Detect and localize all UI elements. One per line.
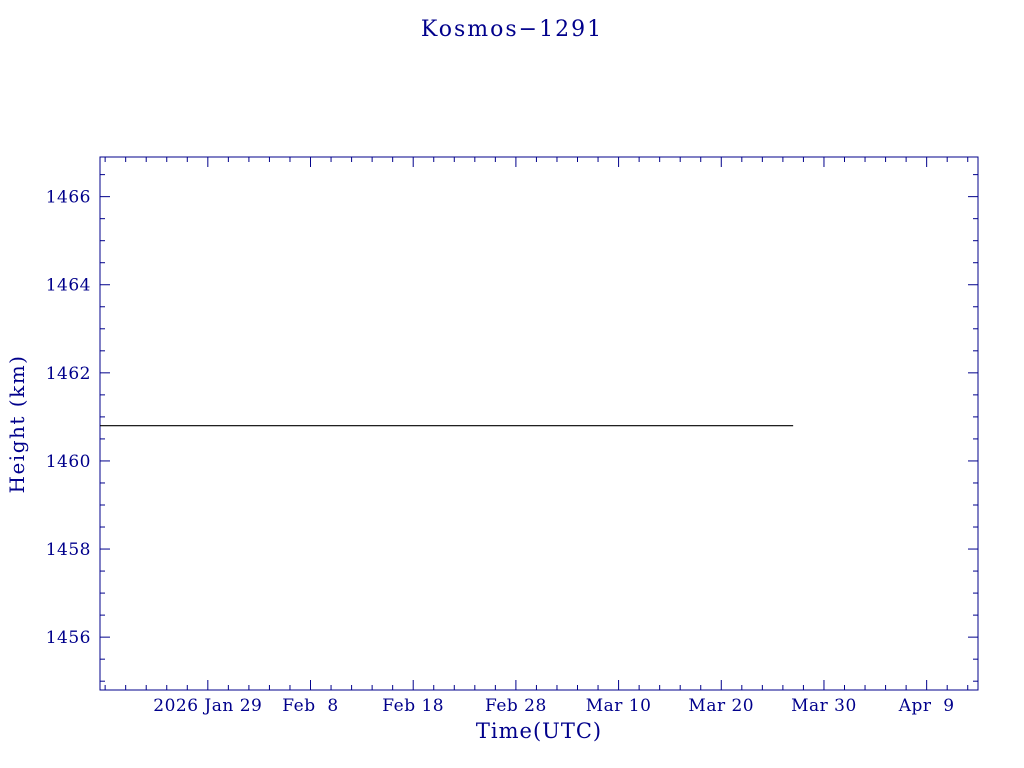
plot-frame <box>99 156 979 691</box>
x-tick-label: 2026 Jan 29 <box>153 696 262 716</box>
y-tick-label: 1460 <box>46 452 91 472</box>
y-tick-label: 1456 <box>46 628 91 648</box>
x-tick-label: Feb 8 <box>282 696 338 716</box>
x-axis-label: Time(UTC) <box>475 719 603 743</box>
x-tick-label: Mar 20 <box>688 696 754 716</box>
x-tick-label: Mar 30 <box>791 696 857 716</box>
y-tick-label: 1462 <box>46 364 91 384</box>
x-tick-label: Apr 9 <box>898 696 955 716</box>
y-tick-label: 1464 <box>46 276 91 296</box>
x-tick-label: Feb 28 <box>485 696 547 716</box>
x-tick-label: Mar 10 <box>586 696 652 716</box>
chart-title: Kosmos−1291 <box>420 17 604 42</box>
x-tick-label: Feb 18 <box>382 696 444 716</box>
y-tick-label: 1458 <box>46 540 91 560</box>
y-tick-label: 1466 <box>46 188 91 208</box>
